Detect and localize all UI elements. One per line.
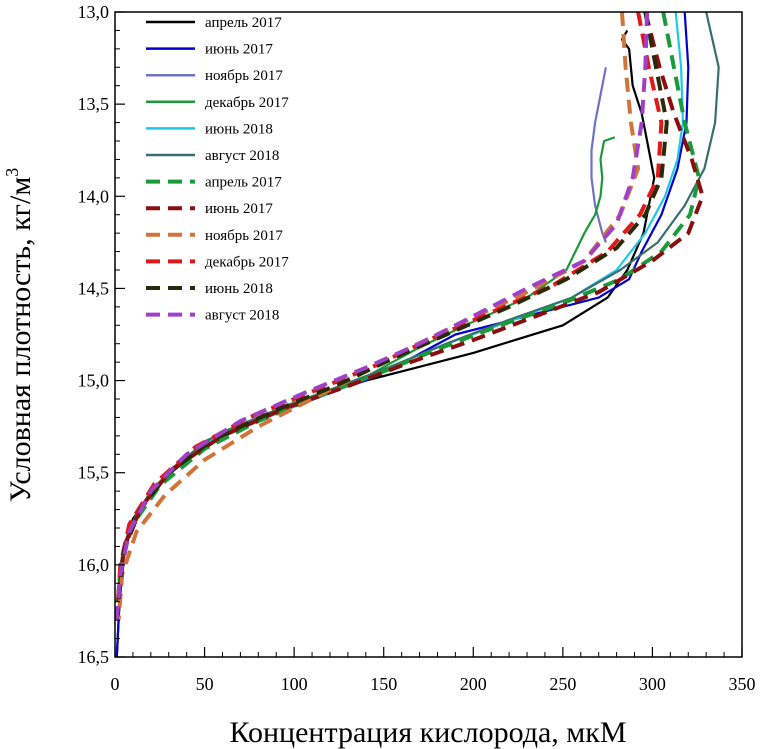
y-tick-label: 15,5 bbox=[78, 463, 110, 483]
y-axis-title: Условная плотность, кг/м3 bbox=[2, 168, 37, 503]
y-tick-label: 16,5 bbox=[78, 647, 110, 667]
y-tick-label: 14,0 bbox=[78, 186, 110, 206]
x-tick-label: 0 bbox=[111, 674, 120, 694]
legend-label: август 2018 bbox=[205, 148, 279, 164]
plot-lines bbox=[114, 11, 720, 658]
x-tick-label: 200 bbox=[460, 674, 487, 694]
y-tick-label: 14,5 bbox=[78, 278, 110, 298]
legend: апрель 2017 июнь 2017 ноябрь 2017 декабрь 2… bbox=[146, 15, 289, 324]
legend-label: июнь 2018 bbox=[205, 281, 273, 297]
x-axis-title: Концентрация кислорода, мкМ bbox=[229, 716, 626, 749]
y-axis-title-sup: 3 bbox=[2, 168, 22, 177]
y-tick-label: 15,0 bbox=[78, 371, 110, 391]
series-line-5 bbox=[117, 11, 684, 602]
legend-label: декабрь 2017 bbox=[205, 95, 289, 111]
legend-label: апрель 2017 bbox=[205, 175, 282, 191]
plot-frame bbox=[114, 11, 743, 658]
legend-label: июнь 2018 bbox=[205, 121, 273, 137]
series-line-1 bbox=[115, 29, 656, 658]
x-tick-label: 350 bbox=[729, 674, 756, 694]
series-line-12 bbox=[114, 11, 650, 621]
series-line-11 bbox=[116, 11, 669, 602]
x-tick-label: 300 bbox=[639, 674, 666, 694]
legend-label: ноябрь 2017 bbox=[205, 228, 283, 244]
legend-label: ноябрь 2017 bbox=[205, 68, 283, 84]
y-axis: 13,0 13,5 14,0 14,5 15,0 15,5 16,0 16,5 bbox=[78, 2, 125, 667]
legend-label: июнь 2017 bbox=[205, 42, 273, 58]
x-tick-label: 100 bbox=[281, 674, 308, 694]
x-tick-label: 150 bbox=[370, 674, 397, 694]
series-line-9 bbox=[116, 11, 641, 621]
x-axis: 0 50 100 150 200 250 300 350 bbox=[111, 647, 756, 694]
x-tick-label: 50 bbox=[196, 674, 214, 694]
legend-label: август 2018 bbox=[205, 308, 279, 324]
legend-label: апрель 2017 bbox=[205, 15, 282, 31]
x-tick-label: 250 bbox=[549, 674, 576, 694]
series-line-8 bbox=[116, 11, 705, 602]
series-line-3 bbox=[590, 67, 607, 243]
y-tick-label: 16,0 bbox=[78, 555, 110, 575]
y-tick-label: 13,0 bbox=[78, 2, 110, 22]
y-axis-title-main: Условная плотность, кг/м bbox=[4, 177, 37, 503]
y-tick-label: 13,5 bbox=[78, 94, 110, 114]
series-line-2 bbox=[115, 11, 690, 658]
legend-label: декабрь 2017 bbox=[205, 254, 289, 270]
legend-label: июнь 2017 bbox=[205, 201, 273, 217]
